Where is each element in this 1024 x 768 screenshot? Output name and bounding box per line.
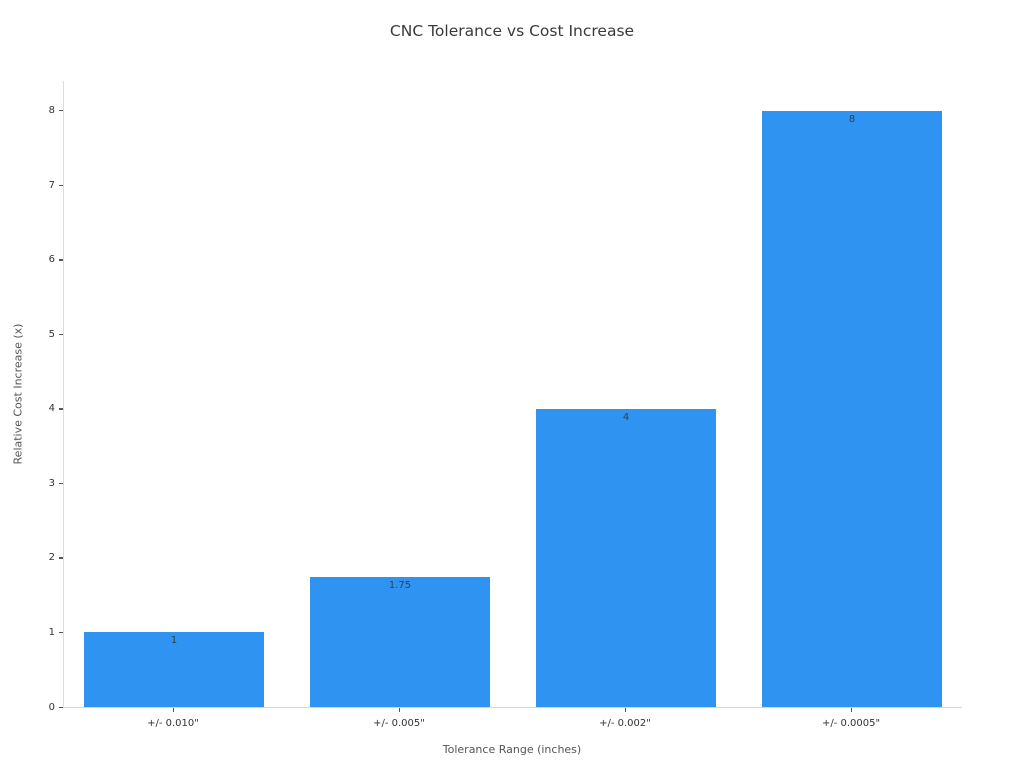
bar-value-label: 1.75 xyxy=(388,579,412,591)
y-tick-mark xyxy=(59,333,63,336)
x-tick-label: +/- 0.005" xyxy=(373,718,425,729)
y-tick-label: 5 xyxy=(48,328,55,340)
y-tick-mark xyxy=(59,482,63,485)
y-tick-label: 8 xyxy=(48,105,55,117)
x-tick-label: +/- 0.002" xyxy=(599,718,651,729)
y-tick-mark xyxy=(59,259,63,261)
y-tick-label: 2 xyxy=(48,552,55,564)
bar-2: 1.75 xyxy=(310,576,490,707)
y-tick-mark xyxy=(59,184,63,187)
x-axis-label: Tolerance Range (inches) xyxy=(442,743,582,756)
y-tick-mark xyxy=(59,631,63,634)
y-tick-label: 4 xyxy=(48,403,55,415)
bar-3: 4 xyxy=(536,408,716,707)
bar-4: 8 xyxy=(762,110,942,707)
y-tick-label: 7 xyxy=(48,179,55,191)
y-tick-mark xyxy=(59,408,63,410)
x-tick-label: +/- 0.010" xyxy=(147,718,199,729)
bar-value-label: 4 xyxy=(622,411,630,423)
plot-area: 1 1.75 4 8 xyxy=(63,81,962,708)
chart-title: CNC Tolerance vs Cost Increase xyxy=(389,22,635,40)
bar-value-label: 1 xyxy=(170,635,178,647)
y-tick-mark xyxy=(59,557,63,559)
y-tick-label: 6 xyxy=(48,254,55,266)
y-tick-label: 1 xyxy=(48,626,55,638)
y-tick-label: 0 xyxy=(48,701,55,713)
x-tick-mark xyxy=(850,708,852,712)
bar-value-label: 8 xyxy=(848,113,856,125)
bar-1: 1 xyxy=(84,632,264,707)
y-axis-label: Relative Cost Increase (x) xyxy=(11,323,25,465)
y-tick-mark xyxy=(59,706,63,708)
x-tick-label: +/- 0.0005" xyxy=(821,718,881,729)
y-tick-label: 3 xyxy=(48,477,55,489)
x-tick-mark xyxy=(624,708,626,712)
y-tick-mark xyxy=(59,110,63,112)
x-tick-mark xyxy=(172,708,174,712)
x-tick-mark xyxy=(398,708,400,712)
